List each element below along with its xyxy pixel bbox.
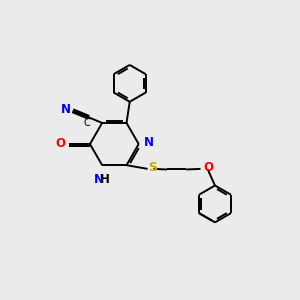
Text: N: N	[61, 103, 70, 116]
Text: N: N	[94, 173, 103, 187]
Text: O: O	[56, 137, 66, 150]
Text: H: H	[100, 173, 110, 187]
Text: O: O	[204, 161, 214, 174]
Text: N: N	[144, 136, 154, 149]
Text: S: S	[148, 161, 157, 174]
Text: C: C	[84, 118, 90, 128]
